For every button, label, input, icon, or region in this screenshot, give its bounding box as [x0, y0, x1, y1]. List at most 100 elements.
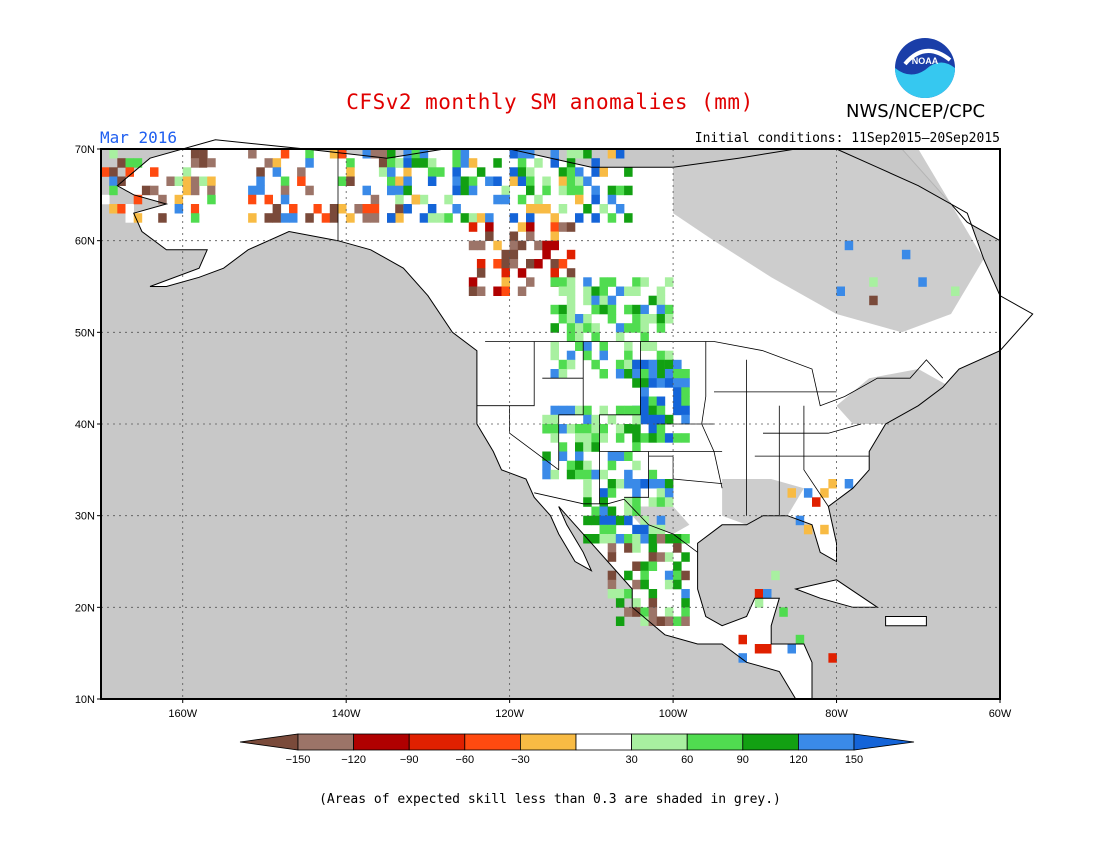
anomaly-cell: [591, 167, 600, 177]
anomaly-cell: [575, 323, 584, 333]
anomaly-cell: [190, 158, 200, 168]
latitude-label: 10N: [75, 694, 95, 706]
anomaly-cell: [583, 149, 592, 159]
anomaly-cell: [542, 424, 551, 434]
anomaly-cell: [468, 176, 478, 186]
anomaly-cell: [517, 158, 527, 168]
anomaly-cell: [615, 405, 625, 416]
anomaly-cell: [566, 460, 576, 471]
anomaly-cell: [640, 341, 649, 351]
anomaly-cell: [583, 442, 592, 452]
anomaly-cell: [207, 176, 216, 186]
anomaly-cell: [951, 286, 960, 296]
anomaly-cell: [607, 552, 617, 562]
anomaly-cell: [558, 204, 568, 214]
anomaly-cell: [566, 314, 576, 324]
anomaly-cell: [599, 167, 608, 177]
anomaly-cell: [583, 479, 592, 489]
anomaly-cell: [624, 469, 633, 480]
anomaly-cell: [133, 213, 143, 223]
anomaly-cell: [248, 194, 257, 205]
anomaly-cell: [305, 158, 314, 168]
anomaly-cell: [575, 424, 584, 434]
anomaly-cell: [583, 176, 592, 186]
anomaly-cell: [615, 479, 625, 489]
anomaly-cell: [738, 653, 747, 663]
anomaly-cell: [256, 176, 265, 186]
anomaly-cell: [509, 176, 519, 186]
longitude-label: 160W: [168, 708, 197, 720]
anomaly-cell: [664, 369, 674, 379]
anomaly-cell: [607, 570, 617, 581]
anomaly-cell: [599, 369, 608, 379]
anomaly-cell: [558, 314, 568, 324]
anomaly-cell: [485, 176, 494, 186]
anomaly-cell: [648, 469, 658, 480]
anomaly-cell: [403, 176, 412, 186]
anomaly-cell: [763, 644, 772, 654]
anomaly-cell: [558, 451, 568, 461]
anomaly-cell: [624, 350, 633, 361]
anomaly-cell: [681, 534, 690, 544]
anomaly-cell: [362, 185, 371, 196]
anomaly-cell: [370, 149, 380, 159]
anomaly-cell: [550, 240, 559, 251]
anomaly-cell: [844, 479, 854, 489]
anomaly-cell: [387, 176, 396, 186]
anomaly-cell: [575, 460, 584, 471]
anomaly-cell: [542, 176, 551, 186]
anomaly-cell: [624, 570, 633, 581]
anomaly-cell: [632, 323, 641, 333]
anomaly-cell: [803, 488, 813, 498]
anomaly-cell: [591, 332, 600, 342]
anomaly-cell: [419, 149, 429, 159]
anomaly-cell: [591, 359, 600, 370]
anomaly-cell: [599, 304, 608, 315]
anomaly-cell: [566, 323, 576, 333]
anomaly-cell: [378, 167, 388, 177]
anomaly-cell: [395, 185, 404, 196]
anomaly-cell: [664, 552, 674, 562]
anomaly-cell: [632, 378, 641, 388]
anomaly-cell: [648, 607, 658, 617]
legend-swatch: [408, 733, 466, 751]
anomaly-cell: [673, 433, 682, 443]
anomaly-cell: [109, 204, 118, 214]
anomaly-cell: [624, 497, 633, 507]
anomaly-cell: [403, 167, 412, 177]
anomaly-cell: [624, 543, 633, 553]
anomaly-cell: [599, 524, 608, 535]
anomaly-cell: [526, 277, 535, 287]
anomaly-cell: [526, 222, 535, 232]
anomaly-cell: [182, 185, 192, 196]
anomaly-cell: [681, 387, 690, 397]
anomaly-cell: [158, 194, 167, 205]
longitude-label: 140W: [332, 708, 361, 720]
legend-tick-label: −150: [286, 754, 311, 766]
latitude-label: 50N: [75, 327, 95, 339]
anomaly-cell: [362, 204, 371, 214]
anomaly-cell: [468, 240, 478, 251]
anomaly-cell: [591, 323, 600, 333]
anomaly-cell: [125, 167, 134, 177]
anomaly-cell: [476, 286, 486, 296]
anomaly-cell: [615, 616, 625, 626]
anomaly-cell: [575, 433, 584, 443]
anomaly-cell: [624, 341, 633, 351]
anomaly-cell: [583, 460, 592, 471]
anomaly-cell: [664, 570, 674, 581]
anomaly-cell: [542, 185, 551, 196]
legend-swatch: [464, 733, 521, 751]
anomaly-cell: [395, 213, 404, 223]
anomaly-cell: [640, 323, 649, 333]
anomaly-cell: [190, 204, 200, 214]
anomaly-cell: [656, 616, 666, 626]
anomaly-cell: [591, 414, 600, 425]
anomaly-cell: [599, 506, 608, 516]
anomaly-cell: [673, 378, 682, 388]
anomaly-cell: [828, 479, 837, 489]
island-land: [885, 616, 927, 627]
anomaly-cell: [387, 213, 396, 223]
anomaly-cell: [485, 213, 494, 223]
anomaly-cell: [591, 442, 600, 452]
